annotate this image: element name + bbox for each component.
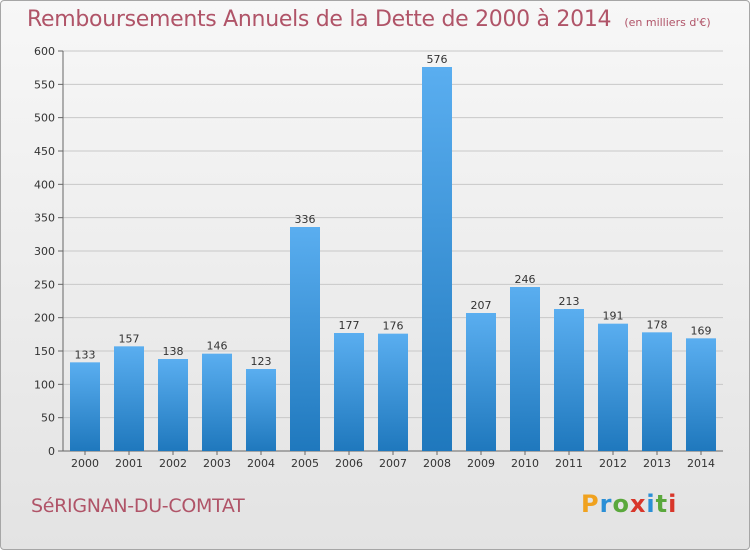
y-tick-label: 600 — [34, 45, 55, 58]
x-tick-label-2008: 2008 — [423, 457, 451, 470]
bar-2003 — [202, 353, 232, 451]
title-row: Remboursements Annuels de la Dette de 20… — [27, 7, 711, 32]
x-tick-label-2010: 2010 — [511, 457, 539, 470]
x-tick-label-2013: 2013 — [643, 457, 671, 470]
value-label-2005: 336 — [295, 213, 316, 226]
y-tick-label: 400 — [34, 178, 55, 191]
y-tick-label: 0 — [48, 445, 55, 458]
x-tick-label-2001: 2001 — [115, 457, 143, 470]
logo-letter: t — [655, 490, 669, 518]
bar-2007 — [378, 333, 408, 451]
bar-2000 — [70, 362, 100, 451]
bar-2014 — [686, 338, 716, 451]
y-tick-label: 250 — [34, 278, 55, 291]
value-label-2009: 207 — [471, 299, 492, 312]
logo-letter: r — [599, 490, 613, 518]
x-tick-label-2011: 2011 — [555, 457, 583, 470]
label-layer: 133 157 138 146 123 336 177 176 576 207 246 213 191 1… — [75, 53, 712, 368]
value-label-2014: 169 — [691, 324, 712, 337]
value-label-2006: 177 — [339, 319, 360, 332]
chart-title: Remboursements Annuels de la Dette de 20… — [27, 7, 612, 32]
x-tick-label-2007: 2007 — [379, 457, 407, 470]
logo-letter: i — [668, 490, 678, 518]
bar-2009 — [466, 313, 496, 451]
city-name: SéRIGNAN-DU-COMTAT — [31, 495, 245, 517]
value-label-2001: 157 — [119, 332, 140, 345]
logo-letter: i — [646, 490, 656, 518]
bar-2005 — [290, 227, 320, 451]
value-label-2013: 178 — [647, 318, 668, 331]
x-tick-label-2002: 2002 — [159, 457, 187, 470]
y-tick-label: 50 — [41, 412, 55, 425]
logo-letter: x — [629, 490, 647, 518]
x-tick-label-2000: 2000 — [71, 457, 99, 470]
y-tick-label: 500 — [34, 112, 55, 125]
value-label-2004: 123 — [251, 355, 272, 368]
y-tick-label: 450 — [34, 145, 55, 158]
bar-2013 — [642, 332, 672, 451]
x-tick-label-2003: 2003 — [203, 457, 231, 470]
bar-2004 — [246, 369, 276, 451]
value-label-2010: 246 — [515, 273, 536, 286]
x-tick-label-2014: 2014 — [687, 457, 715, 470]
value-label-2003: 146 — [207, 340, 228, 353]
value-label-2008: 576 — [427, 53, 448, 66]
value-label-2012: 191 — [603, 310, 624, 323]
y-tick-label: 100 — [34, 378, 55, 391]
y-tick-label: 550 — [34, 78, 55, 91]
x-tick-label-2005: 2005 — [291, 457, 319, 470]
bar-2006 — [334, 333, 364, 451]
bar-2001 — [114, 346, 144, 451]
value-label-2011: 213 — [559, 295, 580, 308]
y-tick-label: 150 — [34, 345, 55, 358]
x-tick-label-2006: 2006 — [335, 457, 363, 470]
bar-2010 — [510, 287, 540, 451]
bar-layer — [70, 67, 716, 451]
x-tick-label-2009: 2009 — [467, 457, 495, 470]
chart-subtitle: (en milliers d'€) — [624, 16, 711, 29]
value-label-2007: 176 — [383, 320, 404, 333]
bar-2002 — [158, 359, 188, 451]
logo-letter: P — [581, 490, 600, 518]
value-label-2002: 138 — [163, 345, 184, 358]
bar-2011 — [554, 309, 584, 451]
axis-layer: 0 50 100 150 200 250 300 350 400 450 500 550 600 2000… — [34, 45, 723, 470]
bar-2008 — [422, 67, 452, 451]
y-tick-label: 300 — [34, 245, 55, 258]
proxiti-logo[interactable]: Proxiti — [581, 490, 677, 518]
value-label-2000: 133 — [75, 348, 96, 361]
y-tick-label: 350 — [34, 212, 55, 225]
x-tick-label-2004: 2004 — [247, 457, 275, 470]
bar-2012 — [598, 323, 628, 451]
x-tick-label-2012: 2012 — [599, 457, 627, 470]
logo-letter: o — [612, 490, 630, 518]
y-tick-label: 200 — [34, 312, 55, 325]
